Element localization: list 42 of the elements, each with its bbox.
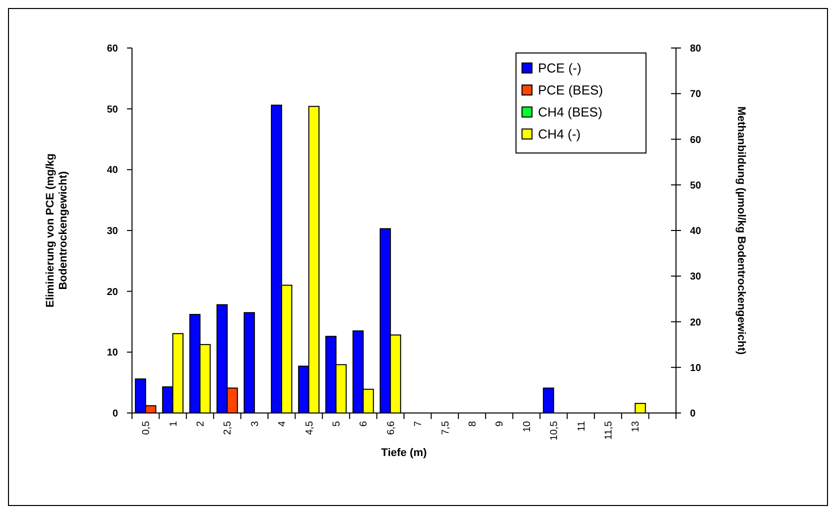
y2-tick-label: 80	[690, 44, 702, 54]
x-tick-label: 7	[413, 420, 424, 427]
y-tick-label: 50	[106, 104, 118, 116]
y-tick-label: 60	[106, 44, 118, 54]
x-tick-label: 6,6	[386, 420, 397, 435]
x-tick-label: 5	[332, 420, 342, 427]
x-tick-label: 11	[576, 420, 588, 432]
x-tick-label: 7,5	[440, 420, 452, 435]
x-tick-label: 9	[494, 420, 506, 427]
y-tick-label: 20	[106, 286, 118, 298]
x-axis-title: Tiefe (m)	[381, 447, 428, 459]
x-tick-label: 2,5	[222, 420, 234, 435]
y2-tick-label: 20	[690, 317, 702, 328]
x-tick-label: 0,5	[141, 420, 152, 435]
legend-label: CH4 (-)	[538, 126, 581, 142]
y2-tick-label: 10	[690, 362, 702, 374]
y2-axis-title: Methanbildung (µmol/kg Bodentrockengewicht)	[735, 106, 747, 356]
y2-tick-label: 70	[690, 89, 702, 100]
x-tick-label: 8	[468, 420, 478, 427]
x-tick-label: 1	[168, 420, 180, 427]
y2-tick-label: 0	[690, 408, 696, 420]
y-tick-label: 10	[106, 348, 118, 359]
x-tick-label: 10,5	[549, 420, 560, 440]
y-tick-label: 0	[112, 408, 118, 420]
x-tick-label: 13	[630, 420, 642, 432]
legend-label: PCE (-)	[538, 60, 582, 76]
x-tick-label: 6	[358, 420, 370, 427]
x-tick-label: 10	[522, 420, 533, 432]
y2-tick-label: 60	[690, 134, 702, 146]
y-tick-label: 30	[106, 226, 118, 237]
y2-tick-label: 30	[690, 272, 702, 283]
x-tick-label: 4	[277, 420, 288, 427]
legend-label: PCE (BES)	[538, 82, 604, 98]
legend-label: CH4 (BES)	[538, 104, 602, 120]
y-axis-title: Eliminierung von PCE (mg/kg Bodentrockengewicht)	[44, 153, 70, 308]
x-tick-label: 2	[196, 420, 206, 427]
y2-tick-label: 50	[690, 180, 702, 192]
x-tick-label: 3	[250, 420, 261, 427]
y2-tick-label: 40	[690, 226, 702, 237]
x-tick-label: 11,5	[604, 420, 614, 440]
y-tick-label: 40	[106, 165, 118, 176]
x-tick-label: 4,5	[304, 420, 316, 435]
